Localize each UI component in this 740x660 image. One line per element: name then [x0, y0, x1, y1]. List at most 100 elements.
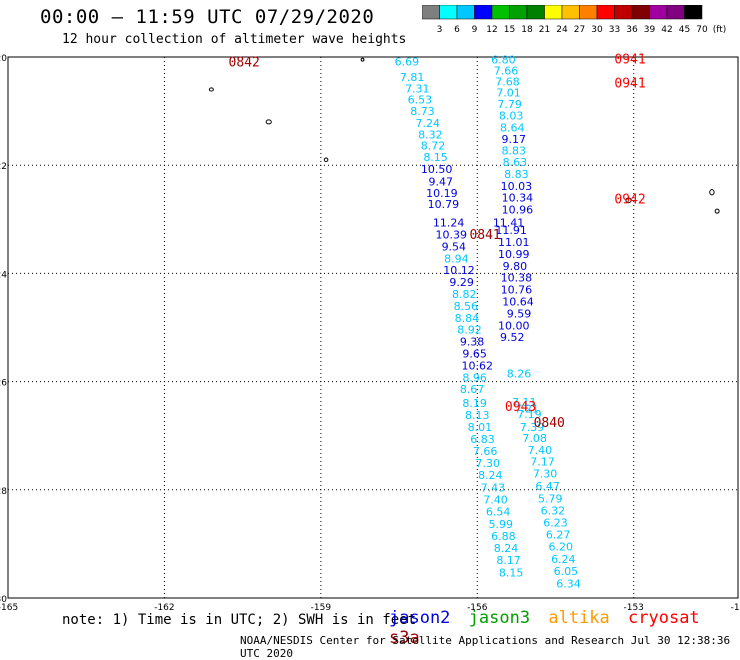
wave-height-label: 7.01: [496, 87, 521, 100]
wave-height-label: 5.79: [538, 492, 563, 505]
chart-title: 00:00 – 11:59 UTC 07/29/2020: [40, 6, 375, 28]
wave-height-label: 6.05: [554, 565, 579, 578]
time-label: 0941: [614, 53, 645, 68]
legend-cryosat: cryosat: [628, 608, 700, 628]
scale-label: 33: [609, 25, 620, 35]
wave-height-label: 7.68: [495, 75, 520, 88]
satellite-legend: jason2 jason3 altika cryosat s3a: [389, 608, 740, 648]
wave-height-label: 6.47: [535, 480, 560, 493]
wave-height-label: 8.82: [452, 288, 477, 301]
note-text: note: 1) Time is in UTC; 2) SWH is in fe…: [62, 612, 417, 628]
wave-height-label: 9.65: [462, 347, 487, 360]
wave-height-label: 11.41: [493, 217, 525, 230]
wave-height-label: 10.64: [502, 296, 534, 309]
wave-height-label: 8.73: [410, 105, 435, 118]
scale-label: 42: [661, 25, 672, 35]
island-shape: [208, 87, 214, 92]
wave-height-label: 6.27: [546, 529, 571, 542]
wave-height-label: 7.40: [528, 444, 553, 457]
wave-height-label: 9.54: [442, 240, 467, 253]
wave-height-label: 8.24: [494, 542, 519, 555]
scale-label: (ft): [713, 25, 727, 35]
scale-label: 70: [696, 25, 708, 35]
wave-height-label: 6.88: [491, 530, 516, 543]
scale-label: 24: [556, 25, 568, 35]
wave-height-label: 7.30: [533, 468, 558, 481]
wave-height-label: 8.72: [421, 140, 446, 153]
wave-height-label: 9.52: [500, 331, 525, 344]
x-tick-label: -156: [467, 603, 488, 613]
wave-height-label: 6.54: [486, 505, 511, 518]
wave-height-label: 7.39: [520, 421, 545, 434]
wave-height-label: 8.15: [423, 151, 448, 164]
wave-height-label: 10.99: [498, 248, 530, 261]
y-tick-label: -28: [0, 487, 7, 497]
wave-height-label: 10.79: [428, 198, 460, 211]
wave-height-label: 6.20: [548, 541, 573, 554]
scale-label: 12: [486, 25, 497, 35]
x-tick-label: -162: [154, 603, 174, 613]
y-tick-label: -26: [0, 379, 7, 389]
time-label: 0943: [505, 400, 536, 415]
wave-height-label: 10.76: [501, 284, 533, 297]
x-tick-label: -15: [731, 603, 740, 613]
wave-height-label: 8.13: [465, 409, 490, 422]
island-shape: [323, 157, 329, 163]
wave-height-label: 6.34: [556, 577, 581, 590]
wave-height-label: 7.43: [481, 482, 506, 495]
wave-height-label: 8.32: [418, 128, 443, 141]
wave-height-label: 7.24: [416, 117, 441, 130]
wave-height-label: 10.19: [426, 187, 458, 200]
wave-height-label: 10.38: [501, 272, 533, 285]
legend-jason3: jason3: [468, 608, 531, 628]
wave-height-label: 9.17: [502, 133, 527, 146]
wave-height-label: 8.64: [500, 121, 525, 134]
wave-height-label: 8.94: [444, 252, 469, 265]
scale-label: 3: [437, 25, 443, 35]
wave-height-label: 7.19: [517, 408, 542, 421]
legend-s3a: s3a: [389, 628, 420, 648]
wave-height-label: 10.39: [435, 228, 467, 241]
wave-height-label: 8.19: [462, 397, 487, 410]
scale-swatch-15: [684, 5, 703, 20]
y-tick-label: -30: [0, 595, 7, 605]
island-shape: [360, 57, 365, 62]
wave-height-label: 8.56: [454, 300, 479, 313]
wave-height-label: 9.59: [507, 307, 532, 320]
island-shape: [625, 197, 632, 204]
y-tick-label: -24: [0, 270, 7, 280]
time-label: 0842: [229, 55, 260, 70]
wave-height-label: 8.15: [499, 567, 524, 580]
wave-height-label: 11.91: [495, 224, 527, 237]
scale-label: 15: [504, 25, 515, 35]
wave-height-label: 7.40: [483, 494, 508, 507]
legend-jason2: jason2: [389, 608, 451, 628]
time-label: 0941: [614, 76, 645, 91]
y-tick-label: -22: [0, 162, 7, 172]
wave-height-label: 10.00: [498, 319, 530, 332]
wave-height-label: 11.24: [433, 217, 465, 230]
wave-height-label: 6.24: [551, 553, 576, 566]
wave-height-label: 8.84: [455, 312, 480, 325]
wave-height-label: 8.96: [462, 371, 487, 384]
wave-height-label: 6.69: [395, 55, 420, 68]
wave-height-label: 9.38: [460, 336, 485, 349]
wave-height-label: 6.80: [491, 54, 516, 67]
time-label: 0840: [534, 416, 565, 431]
scale-label: 30: [591, 25, 603, 35]
scale-label: 39: [644, 25, 656, 35]
scale-label: 36: [626, 25, 638, 35]
wave-height-label: 7.66: [494, 65, 519, 78]
wave-height-label: 6.83: [470, 433, 495, 446]
footer-credit: NOAA/NESDIS Center for Satellite Applica…: [240, 634, 731, 660]
island-shape: [709, 189, 715, 196]
wave-height-label: 6.53: [408, 94, 433, 107]
scale-label: 6: [454, 25, 460, 35]
wave-height-label: 8.01: [468, 421, 493, 434]
plot-frame: [7, 56, 739, 599]
wave-height-label: 8.26: [507, 367, 532, 380]
legend-altika: altika: [548, 608, 610, 628]
wave-height-label: 10.50: [421, 163, 453, 176]
wave-height-label: 7.30: [475, 457, 500, 470]
